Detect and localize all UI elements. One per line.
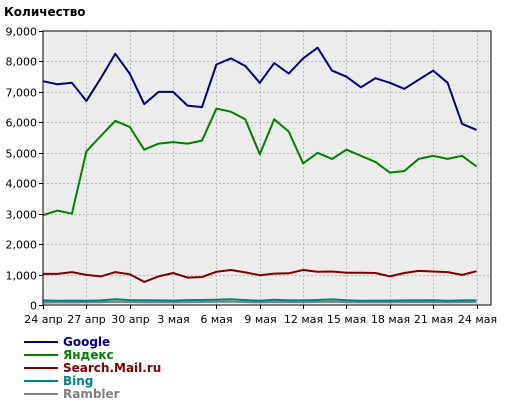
- series-line-rambler: [42, 300, 477, 304]
- series-group: [42, 46, 478, 304]
- y-tick-label: 5,000: [6, 148, 38, 161]
- y-tick-label: 4,000: [6, 178, 38, 191]
- x-axis: 24 апр 27 апр 30 апр 3 мая 6 мая 9 мая 12 мая 1…: [24, 305, 497, 326]
- x-tick-label: 24 мая: [458, 313, 497, 326]
- x-tick-label: 9 мая: [244, 313, 276, 326]
- x-tick-label: 21 мая: [414, 313, 453, 326]
- y-axis: 0 1,000 2,000 3,000 4,000 5,000 6,000 7,000 8,00…: [6, 26, 43, 313]
- y-tick-label: 6,000: [6, 117, 38, 130]
- y-tick-label: 8,000: [6, 56, 38, 69]
- x-tick-label: 27 апр: [67, 313, 105, 326]
- legend-label: Rambler: [63, 387, 120, 401]
- series-line-google: [42, 46, 477, 131]
- y-tick-label: 1,000: [6, 270, 38, 283]
- legend-label: Search.Mail.ru: [63, 361, 161, 375]
- x-tick-label: 24 апр: [24, 313, 62, 326]
- x-tick-label: 12 мая: [284, 313, 323, 326]
- x-tick-label: 15 мая: [327, 313, 366, 326]
- y-tick-label: 2,000: [6, 239, 38, 252]
- y-tick-label: 9,000: [6, 26, 38, 39]
- legend-label: Bing: [63, 374, 93, 388]
- series-line-яндекс: [42, 107, 478, 217]
- y-tick-label: 0: [30, 300, 37, 313]
- x-tick-label: 3 мая: [157, 313, 189, 326]
- x-tick-label: 18 мая: [371, 313, 410, 326]
- grid: [43, 31, 491, 305]
- y-tick-label: 3,000: [6, 209, 38, 222]
- legend-label: Google: [63, 335, 110, 349]
- y-tick-label: 7,000: [6, 87, 38, 100]
- series-line-search-mail-ru: [43, 269, 477, 283]
- x-tick-label: 6 мая: [200, 313, 232, 326]
- plot-frame: [42, 30, 492, 306]
- plot-area: [43, 31, 491, 305]
- legend-label: Яндекс: [63, 348, 114, 362]
- series-line-bing: [42, 298, 477, 302]
- x-tick-label: 30 апр: [111, 313, 149, 326]
- chart-title: Количество: [4, 5, 86, 19]
